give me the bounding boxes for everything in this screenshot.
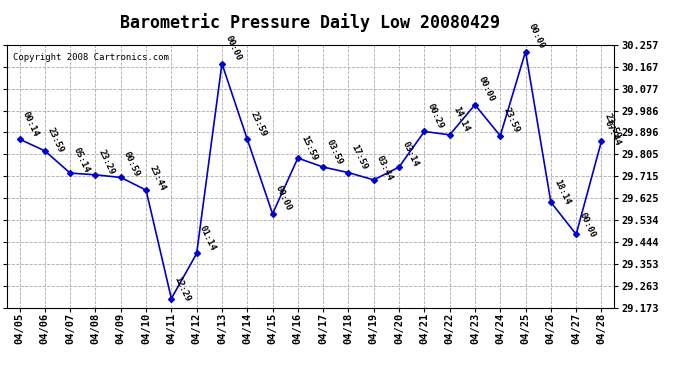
- Text: 03:59: 03:59: [324, 138, 344, 166]
- Text: 05:14: 05:14: [72, 146, 91, 174]
- Text: 01:14: 01:14: [198, 224, 217, 252]
- Text: 03:44: 03:44: [375, 154, 395, 182]
- Text: 17:59: 17:59: [350, 143, 369, 171]
- Text: 00:00: 00:00: [578, 211, 597, 239]
- Text: 00:00: 00:00: [476, 75, 495, 104]
- Text: 03:14: 03:14: [400, 140, 420, 168]
- Text: 23:59: 23:59: [502, 106, 521, 135]
- Text: 23:59: 23:59: [603, 112, 622, 140]
- Text: 23:44: 23:44: [148, 164, 167, 192]
- Text: 23:29: 23:29: [97, 148, 116, 176]
- Text: 07:44: 07:44: [603, 119, 622, 147]
- Text: 18:14: 18:14: [552, 178, 571, 206]
- Text: 12:29: 12:29: [172, 275, 192, 303]
- Text: Barometric Pressure Daily Low 20080429: Barometric Pressure Daily Low 20080429: [121, 13, 500, 32]
- Text: 14:14: 14:14: [451, 105, 471, 134]
- Text: 00:00: 00:00: [274, 184, 293, 213]
- Text: 00:29: 00:29: [426, 102, 445, 130]
- Text: 00:00: 00:00: [527, 22, 546, 50]
- Text: 23:59: 23:59: [46, 126, 66, 154]
- Text: 15:59: 15:59: [299, 134, 319, 162]
- Text: 23:59: 23:59: [248, 110, 268, 138]
- Text: 00:14: 00:14: [21, 110, 40, 138]
- Text: Copyright 2008 Cartronics.com: Copyright 2008 Cartronics.com: [13, 53, 169, 62]
- Text: 00:00: 00:00: [224, 34, 243, 62]
- Text: 00:59: 00:59: [122, 150, 141, 178]
